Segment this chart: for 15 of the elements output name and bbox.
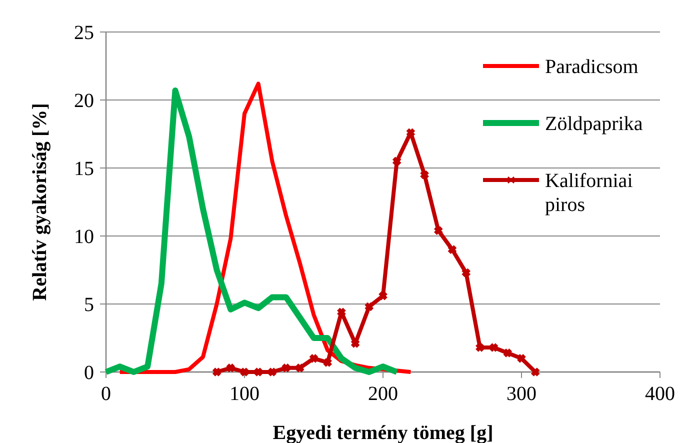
x-tick-label: 400 bbox=[645, 383, 675, 405]
y-tick-label: 10 bbox=[74, 226, 94, 248]
x-tick-label: 100 bbox=[230, 383, 260, 405]
y-axis-title: Relatív gyakoriság [%] bbox=[29, 103, 51, 301]
legend-label: Zöldpaprika bbox=[545, 113, 643, 135]
y-tick-label: 15 bbox=[74, 158, 94, 180]
y-tick-label: 25 bbox=[74, 22, 94, 44]
y-tick-label: 20 bbox=[74, 90, 94, 112]
legend-label: Kaliforniai piros bbox=[545, 170, 634, 216]
x-tick-label: 300 bbox=[506, 383, 536, 405]
y-tick-label: 5 bbox=[84, 294, 94, 316]
x-tick-label: 0 bbox=[101, 383, 111, 405]
legend-label: Paradicsom bbox=[545, 56, 639, 78]
x-tick-label: 200 bbox=[368, 383, 398, 405]
y-tick-label: 0 bbox=[84, 362, 94, 384]
